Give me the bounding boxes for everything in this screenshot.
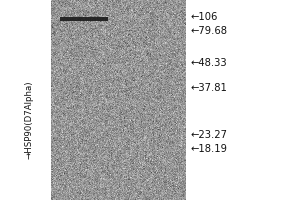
Text: ←37.81: ←37.81 <box>190 83 227 93</box>
Bar <box>51 0 186 200</box>
Text: ←79.68: ←79.68 <box>190 26 227 36</box>
Text: ←106: ←106 <box>190 12 218 22</box>
Bar <box>60 17 108 21</box>
Text: →HSP90(D7Alpha): →HSP90(D7Alpha) <box>24 81 33 159</box>
Text: ←23.27: ←23.27 <box>190 130 227 140</box>
Text: ←48.33: ←48.33 <box>190 58 227 68</box>
Text: ←18.19: ←18.19 <box>190 144 227 154</box>
